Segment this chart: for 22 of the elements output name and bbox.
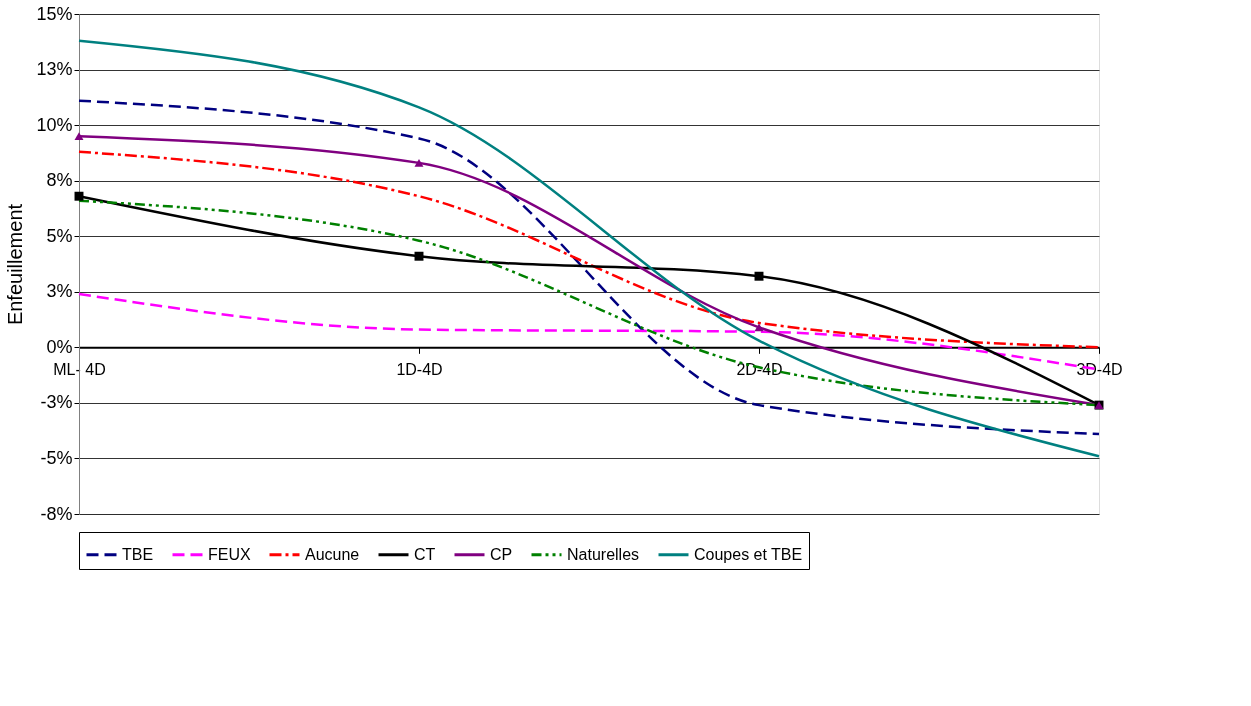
y-tick-label: -8% [40,503,73,524]
y-tick-label: 3% [46,281,73,302]
y-tick-label: -5% [40,447,73,468]
x-tick-label: 1D-4D [396,360,443,378]
y-tick-label: -3% [40,392,73,413]
y-tick-label: 5% [46,225,73,246]
x-tick-label: ML- 4D [53,360,106,378]
legend-label: Aucune [305,545,360,563]
y-tick-label: 10% [36,114,73,135]
legend-label: Coupes et TBE [694,545,803,563]
y-tick-label: 13% [36,59,73,80]
y-tick-label: 0% [46,336,73,357]
y-tick-label: 8% [46,170,73,191]
legend-label: CT [414,545,436,563]
x-tick-label: 3D-4D [1076,360,1123,378]
legend-label: FEUX [208,545,251,563]
y-axis-title: Enfeuillement [4,203,27,326]
y-tick-label: 15% [36,3,73,24]
legend-label: CP [490,545,513,563]
x-tick-label: 2D-4D [736,360,783,378]
legend-label: Naturelles [567,545,640,563]
legend-label: TBE [122,545,154,563]
